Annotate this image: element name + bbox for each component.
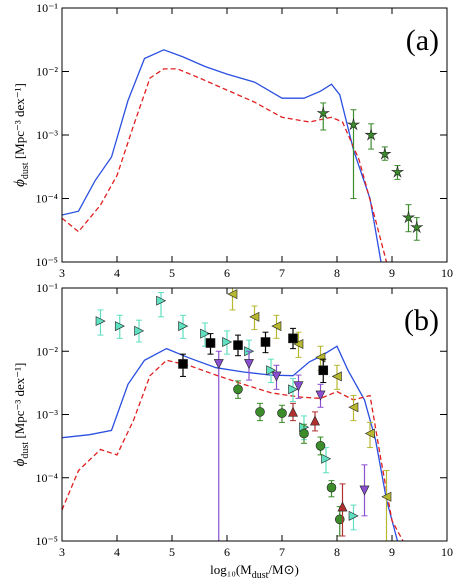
marker [378, 147, 392, 160]
y-tick-label: 10⁻⁴ [35, 471, 58, 485]
x-tick-label: 8 [334, 545, 340, 559]
plot-area [62, 288, 404, 541]
marker [244, 359, 254, 370]
x-tick-label: 6 [224, 266, 230, 280]
panel-label: (b) [404, 304, 439, 337]
marker [293, 381, 304, 392]
y-label-unit: [Mpc⁻³ dex⁻¹] [12, 83, 27, 162]
marker [213, 359, 224, 370]
marker [410, 220, 424, 234]
y-label-sub: dust [20, 162, 31, 179]
y-tick-label: 10⁻³ [36, 408, 58, 422]
y-tick-label: 10⁻⁵ [35, 255, 58, 269]
marker [178, 321, 189, 332]
marker [95, 316, 106, 327]
line-series [62, 49, 382, 262]
marker [348, 510, 359, 521]
x-tick-label: 8 [334, 266, 340, 280]
marker [156, 295, 167, 306]
x-tick-label: 10 [441, 545, 453, 559]
marker [288, 406, 298, 417]
marker [114, 321, 125, 332]
y-tick-label: 10⁻⁴ [35, 192, 58, 206]
panel-label: (a) [406, 24, 439, 57]
y-tick-label: 10⁻² [36, 344, 58, 358]
marker [205, 338, 216, 348]
x-label-post: /M⊙) [268, 562, 298, 577]
x-tick-label: 9 [389, 545, 395, 559]
y-tick-label: 10⁻⁵ [35, 534, 58, 548]
line-series [62, 359, 404, 541]
marker [318, 365, 329, 376]
marker [233, 340, 243, 350]
marker [346, 117, 361, 131]
y-tick-label: 10⁻³ [36, 128, 58, 142]
marker [359, 485, 370, 496]
marker [316, 106, 330, 119]
plot-area [62, 49, 424, 262]
x-tick-label: 6 [224, 545, 230, 559]
marker [315, 440, 326, 451]
marker [326, 482, 337, 493]
x-tick-label: 7 [279, 545, 285, 559]
x-tick-label: 4 [114, 266, 120, 280]
marker [348, 402, 359, 413]
y-axis-label: ϕdust [Mpc⁻³ dex⁻¹] [12, 363, 31, 467]
marker [271, 321, 282, 332]
marker [200, 328, 211, 339]
marker [299, 428, 309, 439]
y-axis-label: ϕdust [Mpc⁻³ dex⁻¹] [12, 83, 31, 187]
marker [227, 289, 238, 300]
x-tick-label: 10 [441, 266, 453, 280]
marker [271, 371, 282, 382]
marker [293, 339, 304, 350]
marker [310, 415, 320, 426]
plot-frame [61, 7, 448, 263]
x-tick-label: 3 [59, 545, 65, 559]
x-tick-label: 7 [279, 266, 285, 280]
y-tick-label: 10⁻² [36, 65, 58, 79]
marker [364, 428, 375, 439]
marker [260, 337, 271, 347]
marker [381, 491, 392, 502]
line-series [62, 68, 388, 262]
x-tick-label: 3 [59, 266, 65, 280]
plot-frame [61, 287, 448, 542]
marker [134, 325, 145, 336]
marker [277, 408, 287, 418]
marker [315, 390, 326, 401]
x-tick-label: 5 [169, 545, 175, 559]
marker [249, 311, 260, 322]
x-tick-label: 4 [114, 545, 120, 559]
y-label-unit: [Mpc⁻³ dex⁻¹] [12, 363, 27, 442]
y-label-main: ϕ [12, 179, 28, 187]
x-tick-label: 9 [389, 266, 395, 280]
marker [288, 333, 298, 344]
marker [321, 453, 332, 464]
y-tick-label: 10⁻¹ [36, 1, 58, 15]
marker [331, 371, 342, 382]
marker [337, 501, 348, 512]
marker [364, 128, 378, 141]
marker [233, 384, 243, 395]
x-label-pre: log₁₀(M [210, 562, 252, 577]
y-label-main: ϕ [12, 458, 28, 466]
marker [401, 210, 416, 224]
x-axis-label: log₁₀(Mdust/M⊙) [210, 562, 299, 581]
y-label-sub: dust [20, 442, 31, 459]
line-series [62, 345, 399, 541]
x-tick-label: 5 [169, 266, 175, 280]
marker [255, 407, 265, 417]
marker [222, 337, 233, 347]
marker [266, 365, 277, 376]
marker [390, 165, 405, 178]
marker [178, 359, 188, 369]
y-tick-label: 10⁻¹ [36, 281, 58, 295]
marker [288, 384, 299, 395]
x-label-sub: dust [252, 570, 269, 581]
